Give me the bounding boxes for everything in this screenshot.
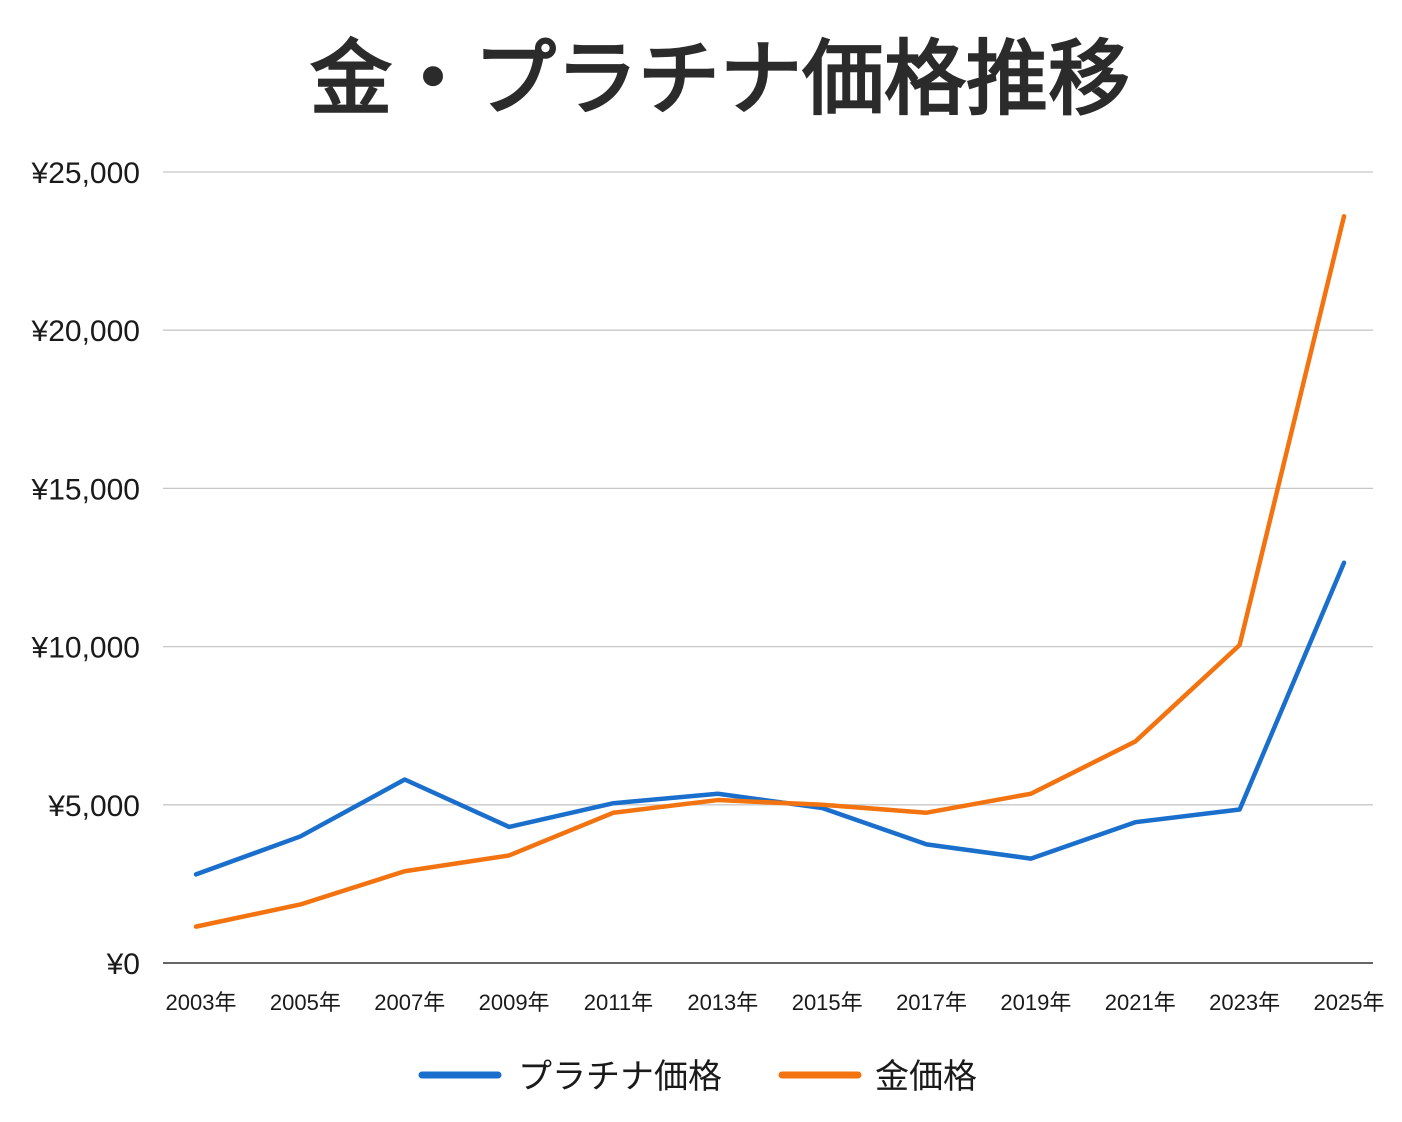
- x-tick-label: 2019年: [1000, 990, 1071, 1015]
- gridlines: [163, 171, 1373, 964]
- y-tick-label: ¥0: [106, 948, 140, 981]
- x-tick-label: 2023年: [1209, 990, 1280, 1015]
- y-tick-label: ¥15,000: [31, 473, 140, 506]
- y-tick-label: ¥20,000: [31, 315, 140, 348]
- series-line: [193, 214, 1347, 929]
- chart-title: 金・プラチナ価格推移: [309, 32, 1130, 127]
- x-axis-ticks: 2003年 2005年 2007年 2009年 2011年 2013年 2015年 2017年…: [166, 990, 1385, 1015]
- x-tick-label: 2021年: [1105, 990, 1176, 1015]
- series-line: [193, 560, 1347, 877]
- x-tick-label: 2009年: [479, 990, 550, 1015]
- legend: プラチナ価格 金価格: [418, 1057, 977, 1097]
- legend-label: 金価格: [875, 1057, 977, 1097]
- x-tick-label: 2017年: [896, 990, 967, 1015]
- legend-label: プラチナ価格: [518, 1057, 722, 1097]
- y-axis-ticks: ¥0 ¥5,000 ¥10,000 ¥15,000 ¥20,000 ¥25,000: [31, 157, 140, 981]
- x-tick-label: 2007年: [374, 990, 445, 1015]
- x-tick-label: 2011年: [584, 990, 653, 1015]
- y-tick-label: ¥5,000: [47, 790, 140, 823]
- x-tick-label: 2003年: [166, 990, 237, 1015]
- series-lines: [193, 214, 1347, 929]
- x-tick-label: 2025年: [1314, 990, 1385, 1015]
- x-tick-label: 2015年: [792, 990, 863, 1015]
- y-tick-label: ¥25,000: [31, 157, 140, 190]
- x-tick-label: 2013年: [687, 990, 758, 1015]
- y-tick-label: ¥10,000: [31, 632, 140, 665]
- x-tick-label: 2005年: [270, 990, 341, 1015]
